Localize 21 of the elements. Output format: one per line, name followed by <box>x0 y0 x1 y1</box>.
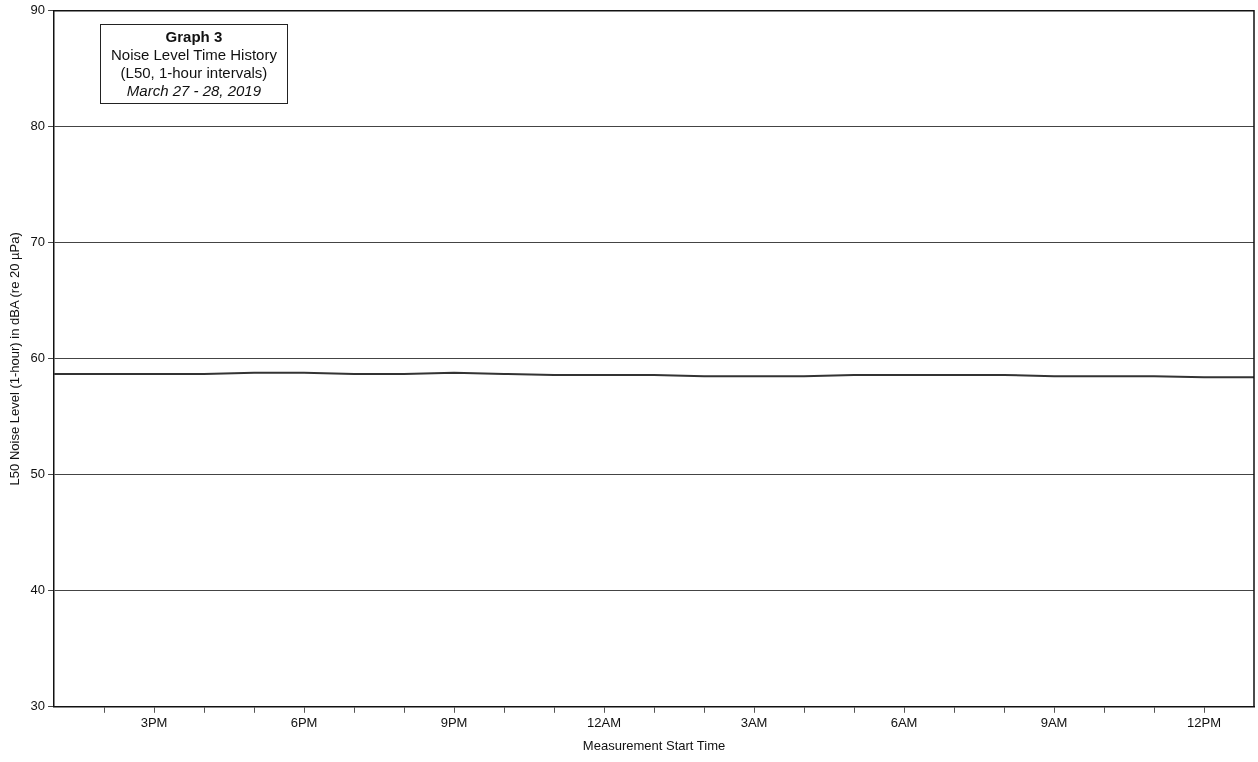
text: Graph 3 <box>164 28 224 46</box>
y-axis-title: L50 Noise Level (1-hour) in dBA (re 20 µPa) <box>7 232 23 486</box>
x-axis-title: Measurement Start Time <box>582 737 726 753</box>
y-tick-label: 60 <box>30 350 46 366</box>
y-tick-label: 50 <box>30 466 46 482</box>
y-tick-label: 40 <box>30 582 46 598</box>
x-tick-label: 12AM <box>587 715 622 731</box>
y-tick-label: 30 <box>30 698 46 714</box>
y-tick-label: 70 <box>30 234 46 250</box>
x-tick-label: 3AM <box>740 715 768 731</box>
y-tick-label: 90 <box>30 2 46 18</box>
annotation: (L50, 1-hour intervals) <box>119 64 269 82</box>
x-tick-label: 9PM <box>440 715 468 731</box>
x-tick-label: 6AM <box>890 715 918 731</box>
x-tick-label: 9AM <box>1040 715 1068 731</box>
y-tick-label: 80 <box>30 118 46 134</box>
annotation: March 27 - 28, 2019 <box>125 82 263 100</box>
x-tick-label: 3PM <box>140 715 168 731</box>
x-tick-label: 12PM <box>1187 715 1221 731</box>
text: Noise Level Time History <box>111 46 277 64</box>
x-tick-label: 6PM <box>290 715 318 731</box>
